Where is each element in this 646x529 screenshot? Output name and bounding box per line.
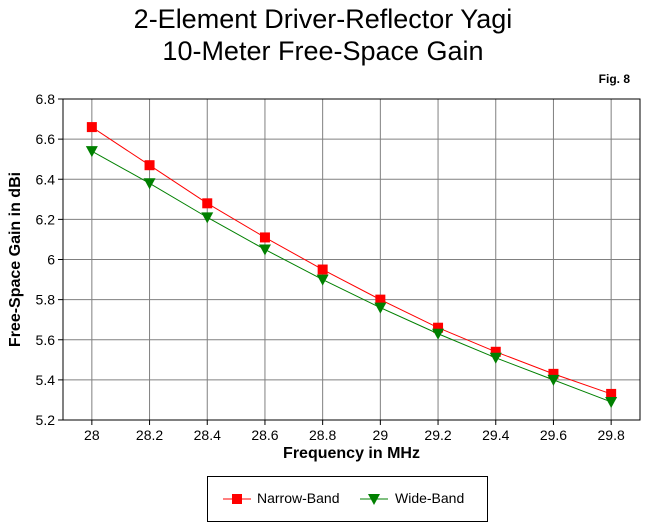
data-point-square bbox=[433, 322, 444, 333]
y-tick-label: 6.8 bbox=[36, 91, 56, 107]
data-point-triangle bbox=[605, 396, 618, 408]
data-point-triangle bbox=[85, 146, 98, 158]
x-tick-label: 29.6 bbox=[540, 427, 567, 443]
y-tick-label: 5.2 bbox=[36, 412, 56, 428]
legend-wide-marker bbox=[368, 494, 380, 505]
y-tick-label: 6.4 bbox=[36, 171, 56, 187]
figure-label: Fig. 8 bbox=[598, 72, 630, 86]
data-point-triangle bbox=[201, 212, 214, 224]
data-point-square bbox=[259, 232, 270, 243]
x-tick-label: 29.8 bbox=[598, 427, 625, 443]
y-tick-label: 6 bbox=[47, 252, 55, 268]
data-point-square bbox=[317, 264, 328, 275]
chart-subtitle: 10-Meter Free-Space Gain bbox=[162, 36, 484, 66]
legend-narrow-label: Narrow-Band bbox=[257, 490, 340, 506]
x-tick-label: 29.4 bbox=[482, 427, 509, 443]
y-tick-label: 5.8 bbox=[36, 292, 56, 308]
y-tick-label: 5.6 bbox=[36, 332, 56, 348]
data-point-triangle bbox=[489, 352, 502, 364]
data-point-square bbox=[490, 346, 501, 357]
series-line-1 bbox=[91, 150, 612, 403]
data-point-square bbox=[548, 368, 559, 379]
series-line-0 bbox=[91, 126, 612, 395]
data-point-triangle bbox=[374, 302, 387, 314]
y-tick-label: 6.2 bbox=[36, 211, 56, 227]
chart-title: 2-Element Driver-Reflector Yagi bbox=[133, 4, 513, 34]
y-tick-label: 6.6 bbox=[36, 131, 56, 147]
x-tick-label: 29.2 bbox=[424, 427, 451, 443]
x-tick-label: 28.6 bbox=[251, 427, 278, 443]
x-tick-label: 28 bbox=[84, 427, 100, 443]
y-tick-label: 5.4 bbox=[36, 372, 56, 388]
data-point-square bbox=[202, 198, 213, 209]
data-point-triangle bbox=[143, 178, 156, 190]
x-axis-title: Frequency in MHz bbox=[283, 445, 420, 462]
x-tick-label: 28.4 bbox=[194, 427, 221, 443]
data-point-triangle bbox=[547, 374, 560, 386]
data-point-triangle bbox=[316, 274, 329, 286]
x-tick-label: 29 bbox=[373, 427, 389, 443]
data-point-square bbox=[606, 388, 617, 399]
data-point-triangle bbox=[258, 244, 271, 256]
x-tick-label: 28.2 bbox=[136, 427, 163, 443]
x-tick-label: 28.8 bbox=[309, 427, 336, 443]
data-point-square bbox=[144, 160, 155, 171]
y-axis-title: Free-Space Gain in dBi bbox=[7, 172, 24, 347]
chart-legend: Narrow-Band Wide-Band bbox=[207, 476, 488, 522]
data-point-square bbox=[375, 294, 386, 305]
data-point-square bbox=[86, 122, 97, 133]
data-point-triangle bbox=[432, 328, 445, 340]
legend-wide-label: Wide-Band bbox=[395, 490, 465, 506]
legend-narrow-marker bbox=[232, 494, 242, 504]
